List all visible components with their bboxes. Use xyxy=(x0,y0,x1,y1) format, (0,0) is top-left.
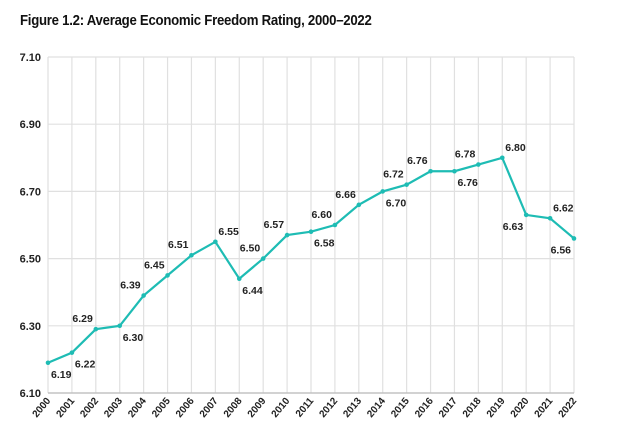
data-point xyxy=(404,182,409,187)
data-point xyxy=(117,323,123,329)
data-point xyxy=(141,293,146,298)
data-label: 6.72 xyxy=(383,169,404,181)
data-label: 6.29 xyxy=(72,313,93,325)
x-tick-label: 2016 xyxy=(413,396,436,420)
data-point xyxy=(452,168,457,174)
data-label: 6.39 xyxy=(120,280,141,292)
y-tick-label: 6.50 xyxy=(20,254,41,266)
x-tick-label: 2015 xyxy=(389,396,412,420)
data-point xyxy=(523,212,529,218)
x-tick-label: 2022 xyxy=(557,396,580,420)
data-point xyxy=(236,276,242,282)
y-tick-label: 6.30 xyxy=(20,321,41,333)
data-point xyxy=(93,326,99,332)
data-point xyxy=(428,168,433,174)
x-tick-label: 2006 xyxy=(174,396,197,420)
data-point xyxy=(547,215,553,221)
x-tick-label: 2009 xyxy=(246,396,269,420)
data-point xyxy=(213,239,218,245)
y-tick-label: 6.90 xyxy=(20,119,41,131)
chart-title: Figure 1.2: Average Economic Freedom Rat… xyxy=(20,12,372,29)
data-point xyxy=(499,155,505,161)
data-label: 6.70 xyxy=(386,197,407,209)
data-label: 6.19 xyxy=(51,369,72,381)
data-label: 6.30 xyxy=(123,332,144,344)
data-point xyxy=(571,236,577,241)
x-tick-label: 2021 xyxy=(533,396,556,420)
data-label: 6.62 xyxy=(553,202,574,214)
data-label: 6.76 xyxy=(407,155,428,167)
x-tick-label: 2003 xyxy=(102,396,125,420)
x-tick-label: 2018 xyxy=(461,396,484,420)
data-label: 6.22 xyxy=(75,359,96,371)
data-point xyxy=(284,232,290,238)
data-label: 6.55 xyxy=(218,226,239,238)
x-tick-label: 2008 xyxy=(222,396,245,420)
x-tick-label: 2005 xyxy=(150,396,173,420)
data-label: 6.60 xyxy=(311,209,332,221)
data-label: 6.76 xyxy=(457,177,478,189)
x-tick-label: 2014 xyxy=(365,396,388,420)
data-label: 6.44 xyxy=(242,285,263,297)
data-point xyxy=(165,273,170,278)
data-point xyxy=(356,202,362,208)
data-point xyxy=(189,252,194,258)
x-tick-label: 2013 xyxy=(341,396,364,420)
data-point xyxy=(45,360,51,366)
data-label: 6.51 xyxy=(168,239,189,251)
x-tick-label: 2020 xyxy=(509,396,532,420)
x-tick-label: 2010 xyxy=(270,396,293,420)
x-tick-label: 2007 xyxy=(198,396,221,420)
data-label: 6.57 xyxy=(264,219,285,231)
data-point xyxy=(260,256,266,261)
x-tick-label: 2001 xyxy=(54,396,77,420)
x-tick-label: 2004 xyxy=(126,396,149,420)
x-tick-label: 2019 xyxy=(485,396,508,420)
data-point xyxy=(476,162,481,167)
x-tick-label: 2011 xyxy=(294,396,317,420)
x-tick-label: 2017 xyxy=(437,396,460,420)
data-label: 6.50 xyxy=(240,243,261,255)
x-tick-label: 2002 xyxy=(78,396,101,420)
data-label: 6.66 xyxy=(335,189,356,201)
data-label: 6.45 xyxy=(144,259,165,271)
data-point xyxy=(380,189,386,194)
data-point xyxy=(308,229,314,235)
data-label: 6.56 xyxy=(551,244,572,256)
data-point xyxy=(332,222,338,228)
data-label: 6.80 xyxy=(505,142,526,154)
data-label: 6.63 xyxy=(503,221,524,233)
y-tick-label: 6.10 xyxy=(20,388,41,400)
y-tick-label: 7.10 xyxy=(20,52,41,64)
y-tick-label: 6.70 xyxy=(20,186,41,198)
data-point xyxy=(69,350,75,355)
x-tick-label: 2012 xyxy=(317,396,340,420)
data-label: 6.78 xyxy=(455,149,476,161)
data-label: 6.58 xyxy=(314,238,335,250)
